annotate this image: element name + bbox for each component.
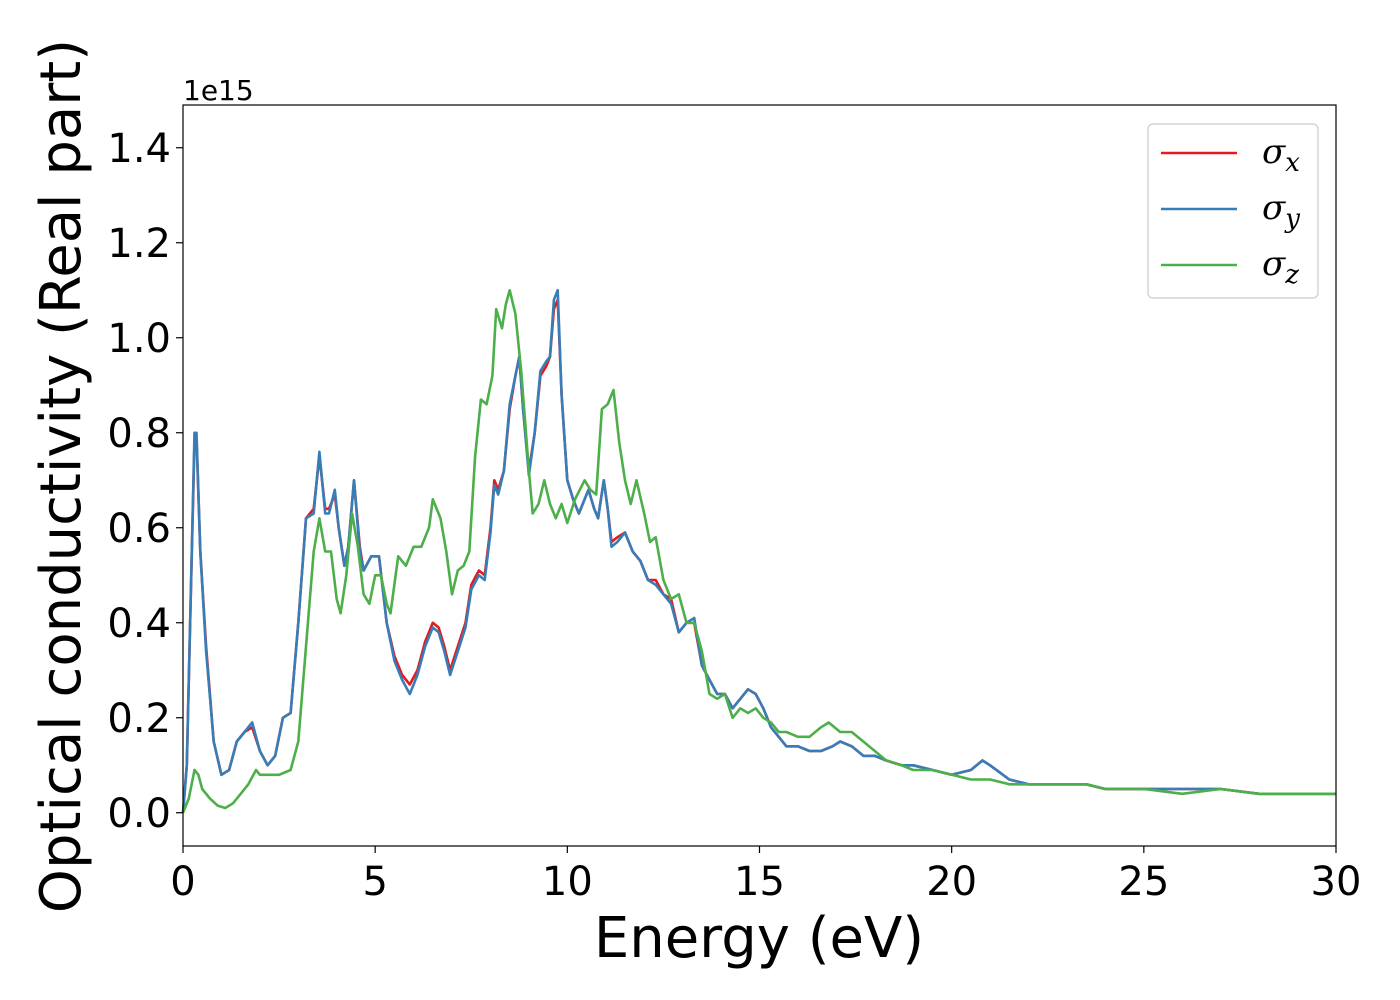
y-tick-label: 0.4	[107, 601, 171, 647]
legend-label-y: σy	[1262, 188, 1300, 234]
y-tick-label: 1.0	[107, 316, 171, 362]
legend-box	[1147, 123, 1319, 299]
y-tick-label: 0.0	[107, 791, 171, 837]
y-tick-label: 0.6	[107, 506, 171, 552]
x-tick-label: 30	[1311, 859, 1362, 905]
y-tick-label: 1.2	[107, 221, 171, 267]
y-tick-label: 1.4	[107, 126, 171, 172]
x-tick-label: 25	[1118, 859, 1169, 905]
x-axis-ticks: 0 5 10 15 20 25 30	[170, 846, 1361, 905]
legend: σx σy σz	[1147, 123, 1319, 299]
x-tick-label: 20	[926, 859, 977, 905]
x-tick-label: 10	[542, 859, 593, 905]
series-lines	[181, 288, 1336, 814]
legend-label-x: σx	[1262, 132, 1300, 178]
series-line-z	[181, 288, 1336, 814]
y-tick-label: 0.8	[107, 411, 171, 457]
y-axis-ticks: 0.0 0.2 0.4 0.6 0.8 1.0 1.2 1.4	[107, 126, 183, 837]
x-tick-label: 5	[362, 859, 387, 905]
y-tick-label: 0.2	[107, 696, 171, 742]
series-line-y	[181, 288, 1336, 813]
y-offset-label: 1e15	[183, 74, 254, 107]
x-tick-label: 0	[170, 859, 195, 905]
y-axis-title: Optical conductivity (Real part)	[29, 39, 94, 913]
x-tick-label: 15	[734, 859, 785, 905]
x-axis-title: Energy (eV)	[594, 906, 924, 971]
legend-label-z: σz	[1262, 244, 1299, 290]
